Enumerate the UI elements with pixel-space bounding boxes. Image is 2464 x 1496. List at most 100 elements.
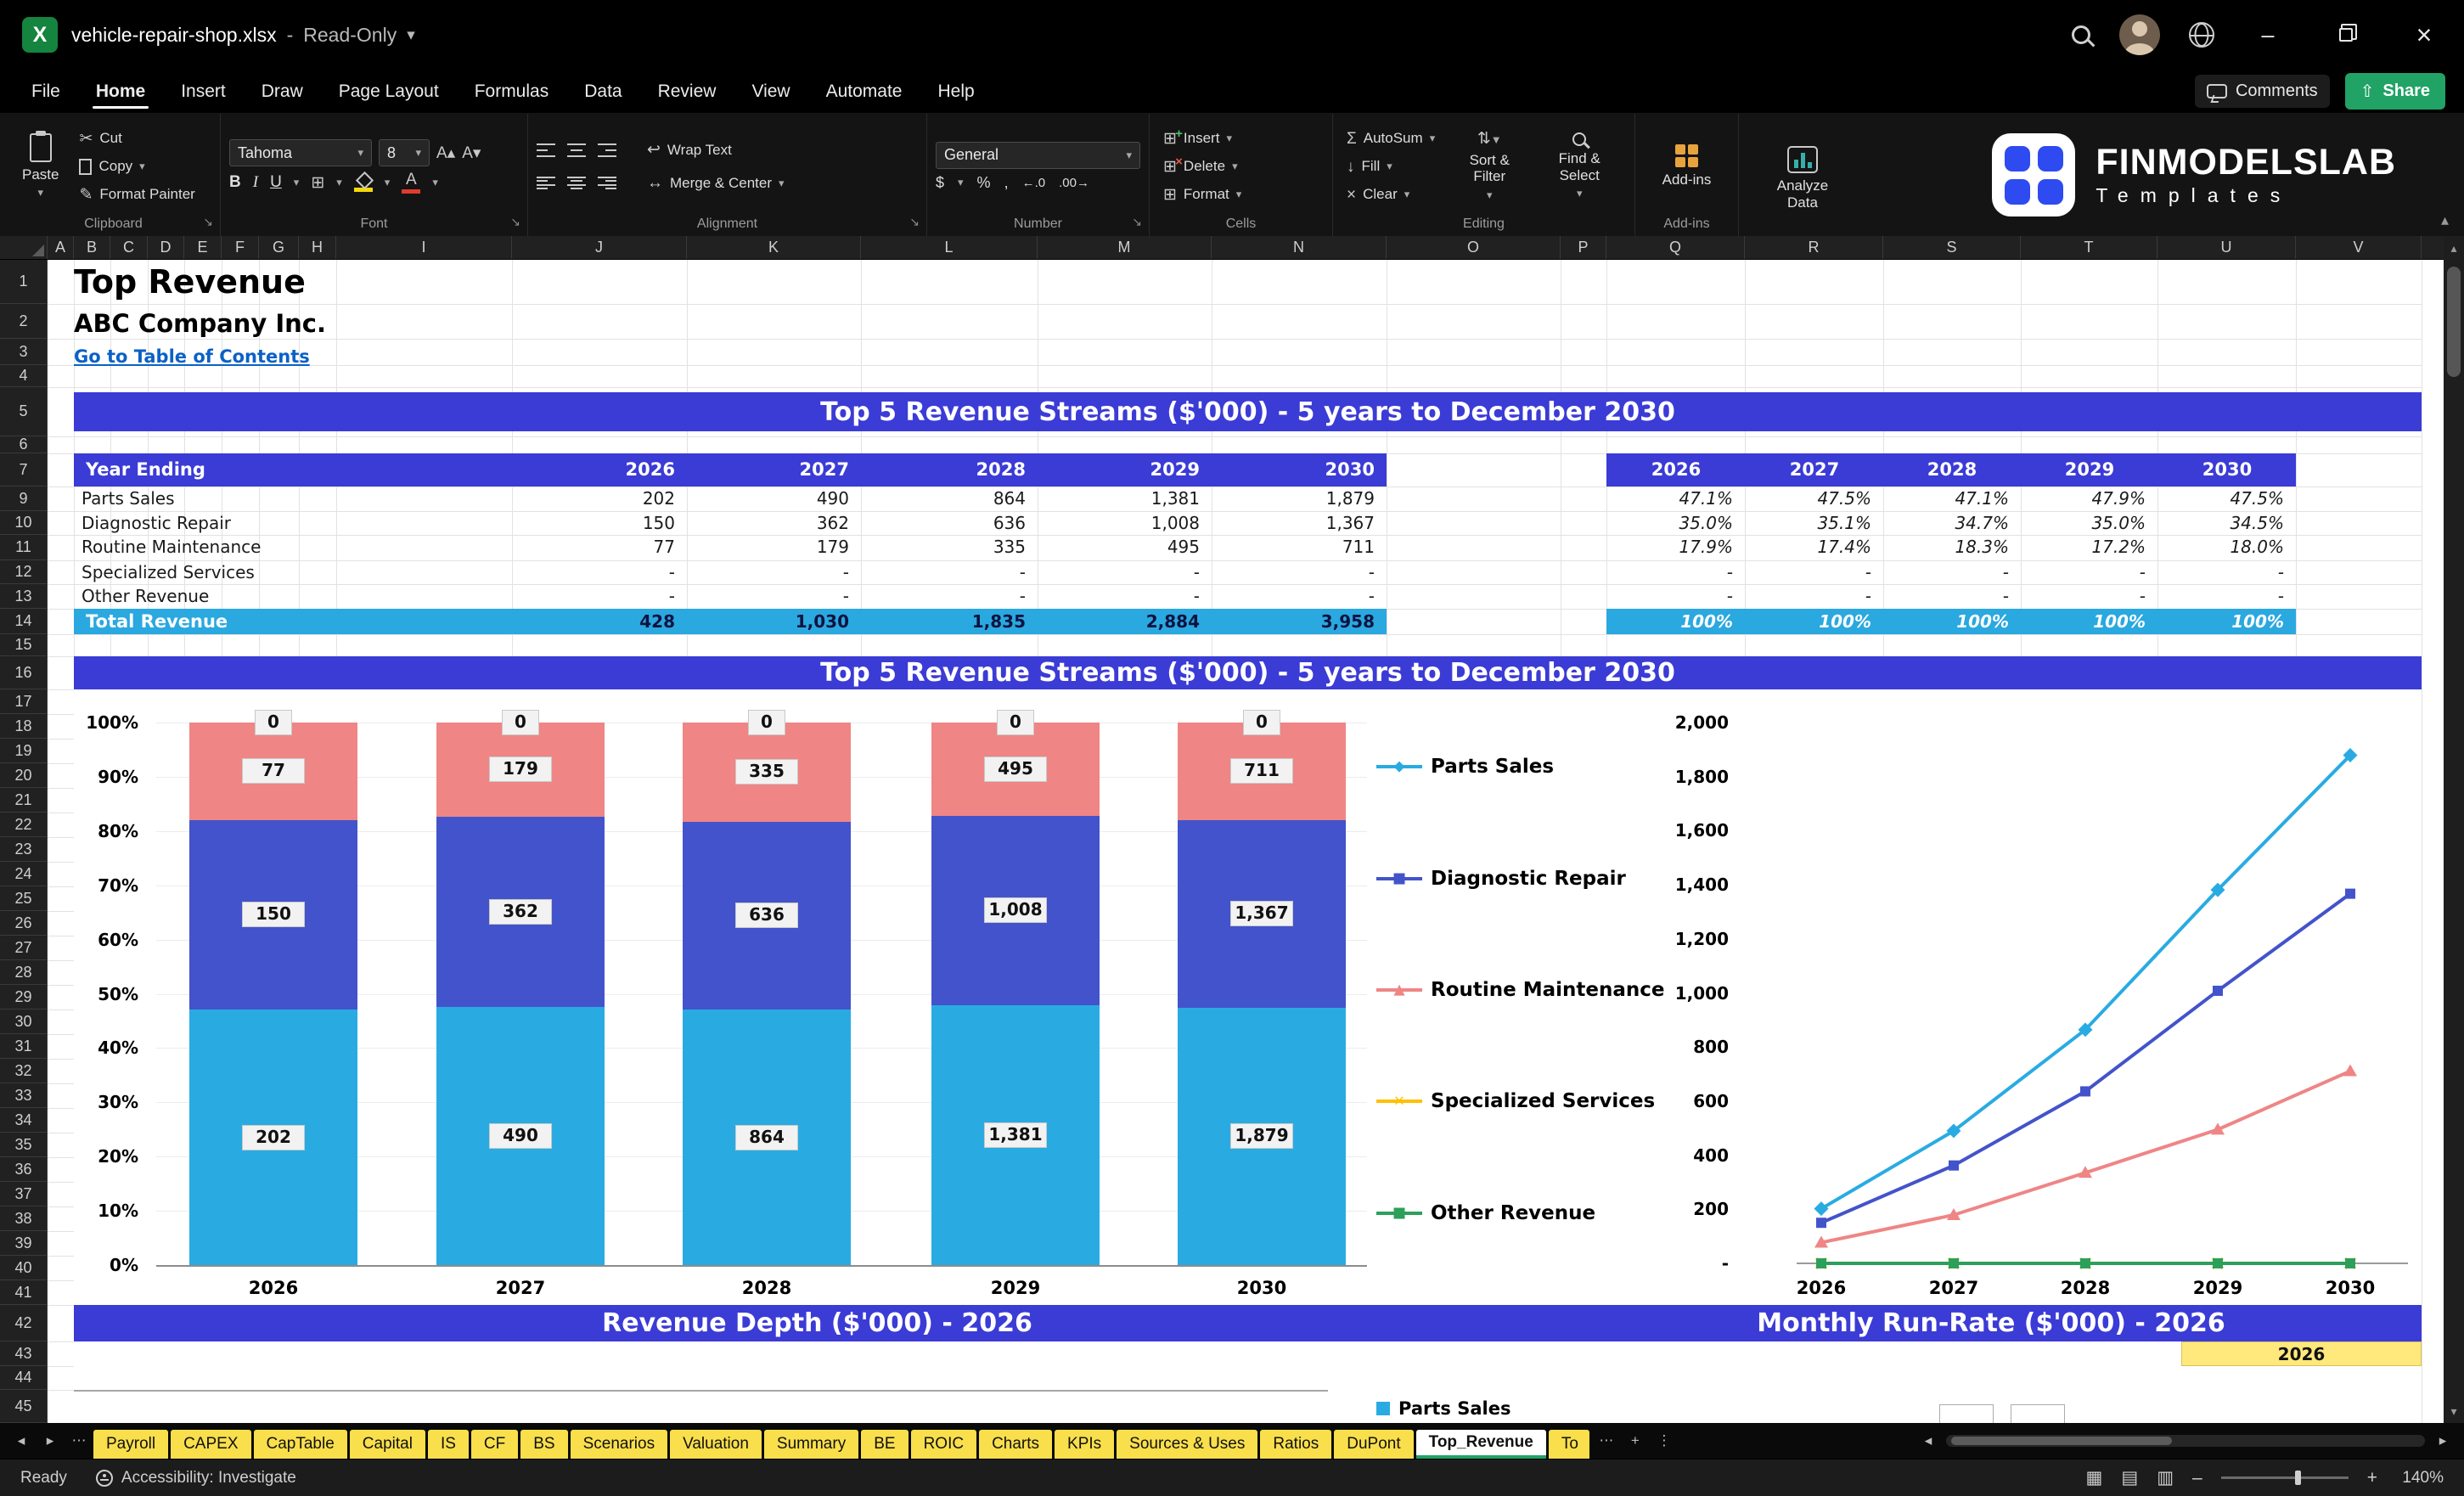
table-cell-value[interactable]: -: [1193, 586, 1200, 606]
table-cell-value[interactable]: 1,381: [1150, 488, 1200, 509]
row-header-37[interactable]: 37: [0, 1182, 48, 1206]
align-bottom-icon[interactable]: [598, 143, 616, 157]
table-cell-value[interactable]: 202: [642, 488, 675, 509]
hscroll-track[interactable]: [1946, 1435, 2425, 1447]
sheet-tab-captable[interactable]: CapTable: [253, 1430, 347, 1459]
menu-tab-page-layout[interactable]: Page Layout: [338, 81, 439, 101]
fill-dropdown-icon[interactable]: ▾: [1387, 160, 1392, 172]
table-cell-pct[interactable]: 35.0%: [1679, 513, 1733, 533]
table-cell-pct[interactable]: -: [2002, 562, 2009, 582]
font-color-dropdown-icon[interactable]: ▾: [432, 176, 438, 188]
menu-tab-view[interactable]: View: [751, 81, 790, 101]
number-format-select[interactable]: General ▾: [936, 141, 1140, 169]
table-cell-value[interactable]: 636: [993, 513, 1026, 533]
close-button[interactable]: ×: [2416, 19, 2433, 50]
accessibility-status[interactable]: Accessibility: Investigate: [95, 1469, 296, 1488]
zoom-slider-thumb[interactable]: [2294, 1471, 2301, 1485]
minimize-button[interactable]: –: [2261, 21, 2275, 48]
table-row-label[interactable]: Routine Maintenance: [82, 537, 262, 557]
sheet-tab-cf[interactable]: CF: [470, 1430, 519, 1459]
row-header-27[interactable]: 27: [0, 936, 48, 960]
row-header-42[interactable]: 42: [0, 1305, 48, 1341]
table-cell-pct[interactable]: 47.5%: [2230, 488, 2284, 509]
borders-dropdown-icon[interactable]: ▾: [336, 176, 342, 188]
row-header-29[interactable]: 29: [0, 985, 48, 1010]
collapse-ribbon-icon[interactable]: ▴: [2440, 211, 2449, 228]
row-header-36[interactable]: 36: [0, 1157, 48, 1182]
table-cell-pct[interactable]: -: [2002, 586, 2009, 606]
row-header-33[interactable]: 33: [0, 1083, 48, 1108]
menu-tab-automate[interactable]: Automate: [825, 81, 903, 101]
column-header-C[interactable]: C: [110, 236, 148, 259]
table-cell-pct[interactable]: -: [2139, 562, 2146, 582]
sheet-tab-sources-uses[interactable]: Sources & Uses: [1117, 1430, 1258, 1459]
align-left-icon[interactable]: [537, 176, 555, 190]
sheet-tab-scenarios[interactable]: Scenarios: [570, 1430, 668, 1459]
column-header-T[interactable]: T: [2021, 236, 2157, 259]
zoom-out-button[interactable]: –: [2192, 1467, 2202, 1488]
format-dropdown-icon[interactable]: ▾: [1235, 188, 1242, 200]
page-layout-view-icon[interactable]: ▤: [2121, 1468, 2139, 1488]
globe-icon[interactable]: [2189, 22, 2214, 48]
row-header-24[interactable]: 24: [0, 862, 48, 886]
column-header-S[interactable]: S: [1883, 236, 2021, 259]
row-header-34[interactable]: 34: [0, 1108, 48, 1133]
hscroll-right-icon[interactable]: ▸: [2439, 1432, 2447, 1448]
share-button[interactable]: ⇧ Share: [2344, 73, 2445, 110]
menu-tab-home[interactable]: Home: [78, 70, 163, 113]
table-cell-pct[interactable]: -: [1865, 562, 1871, 582]
column-header-O[interactable]: O: [1387, 236, 1561, 259]
row-header-3[interactable]: 3: [0, 339, 48, 365]
legend-item-parts-sales[interactable]: ◆ Parts Sales: [1376, 749, 1554, 785]
row-header-28[interactable]: 28: [0, 960, 48, 985]
row-header-2[interactable]: 2: [0, 304, 48, 339]
column-header-J[interactable]: J: [512, 236, 687, 259]
decrease-font-icon[interactable]: A▾: [462, 143, 481, 162]
table-cell-value[interactable]: 335: [993, 537, 1026, 557]
sheet-tab-be[interactable]: BE: [861, 1430, 909, 1459]
autosum-button[interactable]: Σ AutoSum ▾: [1342, 126, 1440, 152]
copy-dropdown-icon[interactable]: ▾: [139, 160, 145, 172]
restore-button[interactable]: [2321, 12, 2371, 58]
title-chevron-icon[interactable]: ▾: [407, 25, 415, 44]
total-cell-pct[interactable]: 100%: [2231, 611, 2284, 632]
row-header-39[interactable]: 39: [0, 1231, 48, 1256]
table-cell-pct[interactable]: -: [2139, 586, 2146, 606]
underline-dropdown-icon[interactable]: ▾: [293, 176, 300, 188]
column-header-R[interactable]: R: [1745, 236, 1883, 259]
row-header-23[interactable]: 23: [0, 837, 48, 862]
align-right-icon[interactable]: [598, 176, 616, 190]
comments-button[interactable]: Comments: [2194, 75, 2330, 108]
row-header-26[interactable]: 26: [0, 911, 48, 936]
menu-tab-file[interactable]: File: [31, 81, 60, 101]
row-header-17[interactable]: 17: [0, 689, 48, 714]
column-header-E[interactable]: E: [184, 236, 222, 259]
column-header-D[interactable]: D: [148, 236, 184, 259]
table-cell-pct[interactable]: 17.2%: [2091, 537, 2146, 557]
column-header-I[interactable]: I: [336, 236, 512, 259]
menu-tab-insert[interactable]: Insert: [181, 81, 226, 101]
row-header-43[interactable]: 43: [0, 1341, 48, 1366]
zoom-slider[interactable]: [2220, 1471, 2349, 1485]
format-cells-button[interactable]: ⊞ Format ▾: [1158, 182, 1324, 208]
comma-button[interactable]: ,: [1004, 173, 1009, 191]
vertical-scroll-thumb[interactable]: [2447, 267, 2461, 377]
table-cell-pct[interactable]: -: [1865, 586, 1871, 606]
paste-button[interactable]: Paste ▾: [15, 132, 65, 200]
total-cell-value[interactable]: 3,958: [1320, 611, 1375, 632]
sort-filter-dropdown-icon[interactable]: ▾: [1486, 188, 1493, 201]
total-cell-pct[interactable]: 100%: [1956, 611, 2009, 632]
sheet-tab-capex[interactable]: CAPEX: [171, 1430, 251, 1459]
user-avatar[interactable]: [2119, 14, 2160, 55]
table-cell-pct[interactable]: -: [2277, 586, 2284, 606]
row-header-30[interactable]: 30: [0, 1010, 48, 1034]
row-header-44[interactable]: 44: [0, 1366, 48, 1390]
table-cell-value[interactable]: -: [668, 586, 675, 606]
worksheet[interactable]: Top Revenue ABC Company Inc. Go to Table…: [48, 260, 2444, 1423]
row-header-41[interactable]: 41: [0, 1280, 48, 1305]
table-cell-pct[interactable]: 47.1%: [1955, 488, 2009, 509]
align-center-icon[interactable]: [567, 176, 586, 190]
delete-dropdown-icon[interactable]: ▾: [1232, 160, 1238, 172]
table-cell-value[interactable]: 495: [1167, 537, 1200, 557]
sheet-tab-dupont[interactable]: DuPont: [1334, 1430, 1414, 1459]
